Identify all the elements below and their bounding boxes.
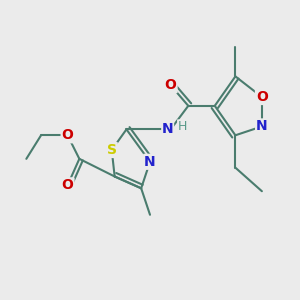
Text: O: O <box>256 90 268 104</box>
Text: N: N <box>256 119 268 134</box>
Text: O: O <box>165 78 176 92</box>
Text: O: O <box>61 128 74 142</box>
Text: N: N <box>144 155 156 169</box>
Text: N: N <box>162 122 173 136</box>
Text: O: O <box>61 178 74 192</box>
Text: H: H <box>178 120 187 133</box>
Text: S: S <box>107 143 117 157</box>
